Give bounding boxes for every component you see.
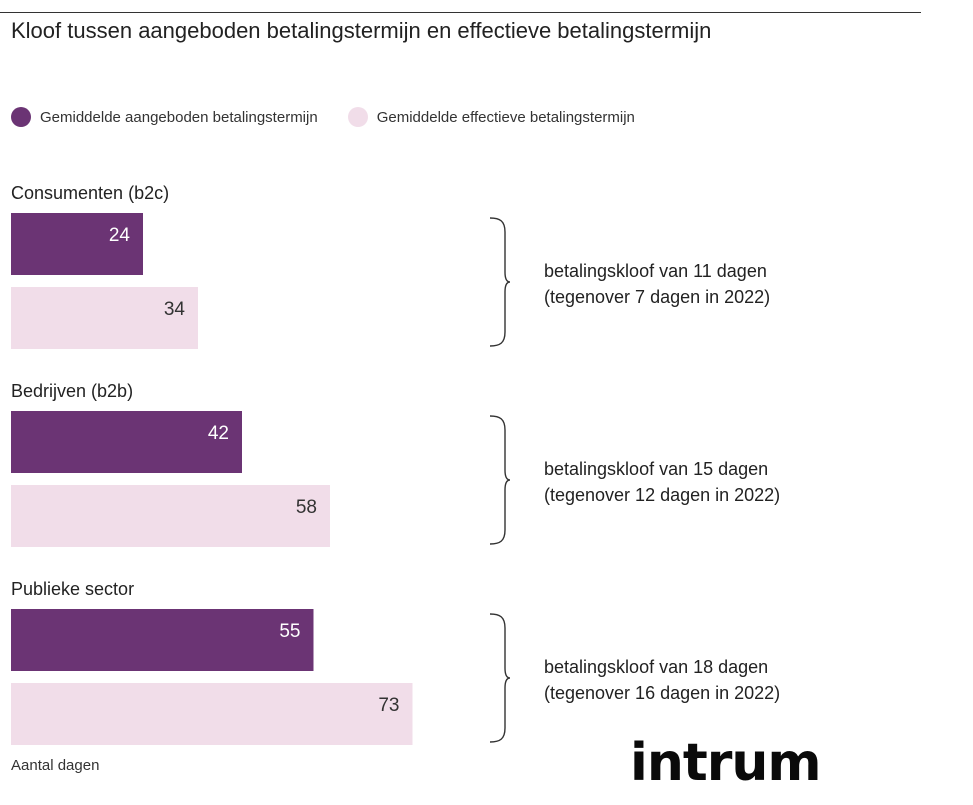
legend: Gemiddelde aangeboden betalingstermijn G… [11,106,665,128]
gap-annotation-line2: (tegenover 12 dagen in 2022) [544,485,780,505]
legend-item-effective: Gemiddelde effectieve betalingstermijn [347,107,635,127]
legend-label-effective: Gemiddelde effectieve betalingstermijn [376,108,635,126]
axis-note: Aantal dagen [11,757,100,774]
bracket-icon [489,613,511,743]
top-rule [0,12,921,13]
data-label-effective: 73 [378,695,399,716]
category-label: Publieke sector [11,579,134,599]
bar-effective [11,683,413,745]
legend-swatch-offered [11,107,31,127]
bar-offered [11,609,314,671]
gap-annotation-line1: betalingskloof van 11 dagen [544,261,767,281]
bracket-icon [489,415,511,545]
bar-effective [11,287,198,349]
category-label: Consumenten (b2c) [11,183,169,203]
data-label-offered: 42 [208,423,229,444]
legend-label-offered: Gemiddelde aangeboden betalingstermijn [40,108,318,126]
gap-annotation-line2: (tegenover 16 dagen in 2022) [544,683,780,703]
data-label-effective: 34 [164,299,186,320]
data-label-offered: 24 [109,225,131,246]
bar-offered [11,213,143,275]
bar-effective [11,485,330,547]
bracket-icon [489,217,511,347]
chart-title: Kloof tussen aangeboden betalingstermijn… [11,18,712,43]
intrum-logo: intrum [630,733,822,793]
data-label-effective: 58 [296,497,317,518]
gap-annotation-line2: (tegenover 7 dagen in 2022) [544,287,770,307]
legend-item-offered: Gemiddelde aangeboden betalingstermijn [11,107,318,127]
category-label: Bedrijven (b2b) [11,381,133,401]
bar-offered [11,411,242,473]
gap-annotation-line1: betalingskloof van 18 dagen [544,657,768,677]
data-label-offered: 55 [279,621,300,642]
gap-annotation-line1: betalingskloof van 15 dagen [544,459,768,479]
legend-swatch-effective [347,107,368,127]
